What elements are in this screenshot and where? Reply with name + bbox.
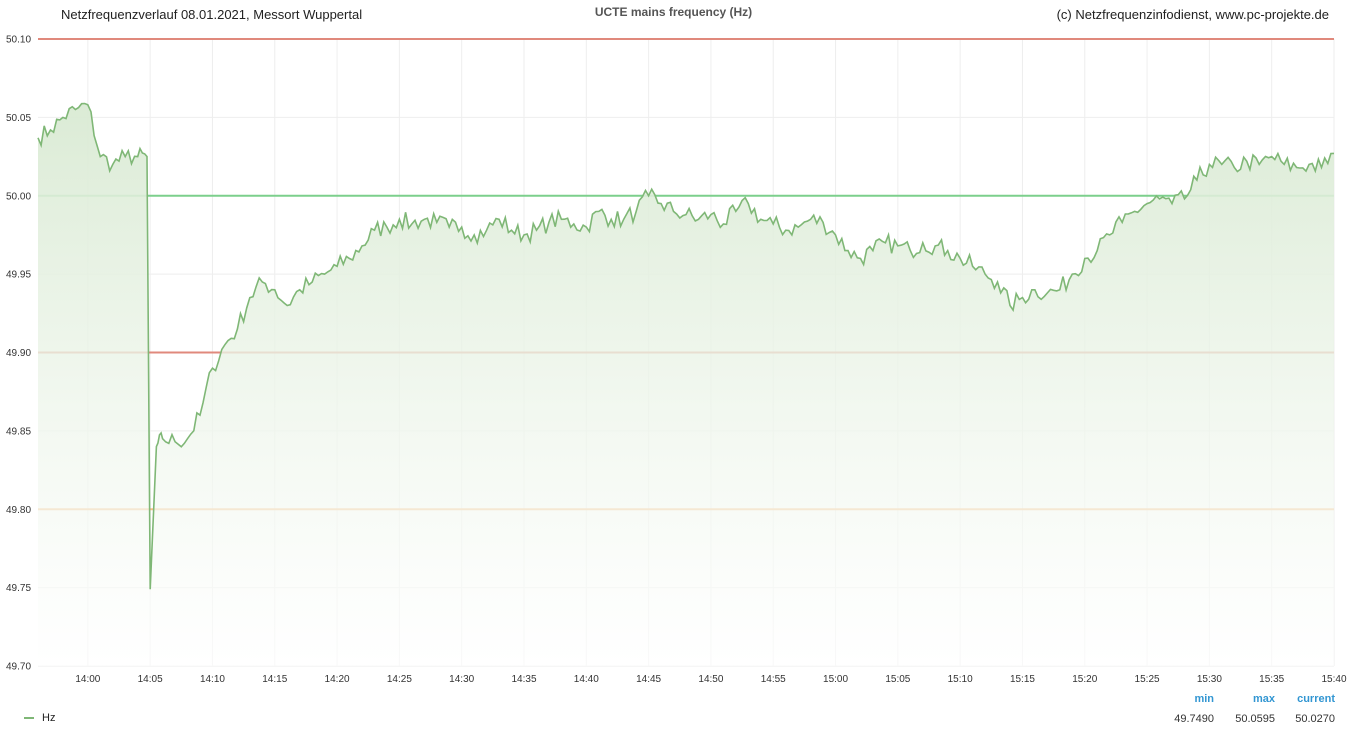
- x-tick-label-11: 14:55: [761, 674, 786, 685]
- x-tick-label-12: 15:00: [823, 674, 848, 685]
- x-axis-ticks: 14:00 14:05 14:10 14:15 14:20 14:25 14:30 14:35…: [75, 674, 1347, 685]
- chart-copyright: (c) Netzfrequenzinfodienst, www.pc-proje…: [1056, 7, 1329, 22]
- y-tick-label-2: 50.00: [6, 191, 31, 202]
- x-tick-label-8: 14:40: [574, 674, 599, 685]
- chart-title: UCTE mains frequency (Hz): [594, 5, 753, 19]
- x-tick-label-7: 14:35: [511, 674, 536, 685]
- x-tick-label-14: 15:10: [948, 674, 973, 685]
- y-axis-ticks: 50.10 50.05 50.00 49.95 49.90 49.85 49.80 49.75…: [6, 35, 31, 673]
- x-tick-label-0: 14:00: [75, 674, 100, 685]
- x-tick-label-1: 14:05: [138, 674, 163, 685]
- y-tick-label-7: 49.75: [6, 583, 31, 594]
- stat-value-max: 50.0595: [1235, 713, 1275, 725]
- x-tick-label-4: 14:20: [325, 674, 350, 685]
- x-tick-label-20: 15:40: [1321, 674, 1346, 685]
- stat-header-current: current: [1297, 693, 1335, 705]
- x-tick-label-17: 15:25: [1135, 674, 1160, 685]
- x-tick-label-13: 15:05: [885, 674, 910, 685]
- stat-header-min: min: [1194, 693, 1214, 705]
- x-tick-label-16: 15:20: [1072, 674, 1097, 685]
- stat-value-current: 50.0270: [1295, 713, 1335, 725]
- y-tick-label-4: 49.90: [6, 348, 31, 359]
- stat-value-min: 49.7490: [1174, 713, 1214, 725]
- x-tick-label-18: 15:30: [1197, 674, 1222, 685]
- series-line-hz: [37, 102, 1335, 590]
- x-tick-label-5: 14:25: [387, 674, 412, 685]
- series-area-hz: [38, 103, 1334, 666]
- y-tick-label-6: 49.80: [6, 505, 31, 516]
- x-tick-label-10: 14:50: [698, 674, 723, 685]
- x-tick-label-15: 15:15: [1010, 674, 1035, 685]
- legend-swatch: [24, 717, 34, 720]
- y-tick-label-1: 50.05: [6, 113, 31, 124]
- chart-subtitle-left: Netzfrequenzverlauf 08.01.2021, Messort …: [61, 7, 363, 22]
- stat-header-max: max: [1252, 693, 1275, 705]
- x-tick-label-9: 14:45: [636, 674, 661, 685]
- y-tick-label-0: 50.10: [6, 35, 31, 46]
- y-tick-label-3: 49.95: [6, 270, 31, 281]
- y-tick-label-5: 49.85: [6, 426, 31, 437]
- legend-series-label: Hz: [42, 712, 56, 724]
- x-tick-label-3: 14:15: [262, 674, 287, 685]
- legend[interactable]: Hz: [24, 712, 55, 724]
- x-tick-label-6: 14:30: [449, 674, 474, 685]
- x-tick-label-2: 14:10: [200, 674, 225, 685]
- y-tick-label-8: 49.70: [6, 662, 31, 673]
- x-tick-label-19: 15:35: [1259, 674, 1284, 685]
